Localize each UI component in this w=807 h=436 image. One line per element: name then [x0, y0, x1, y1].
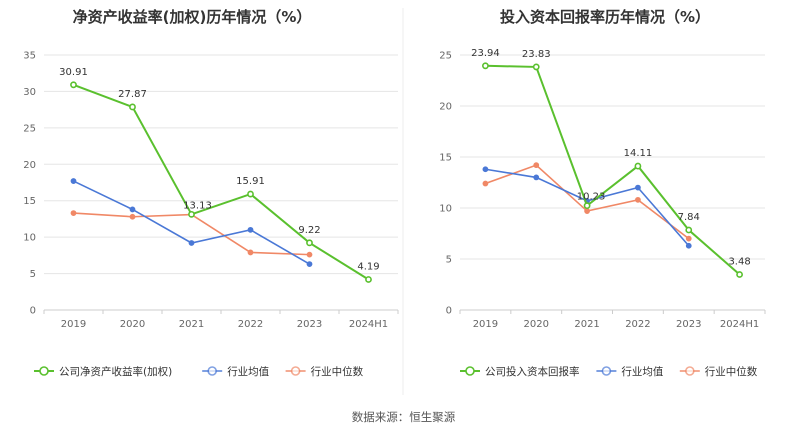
data-label: 30.91: [59, 67, 88, 78]
data-label: 13.13: [183, 200, 212, 211]
data-point-industry_avg: [533, 174, 540, 181]
y-tick-label: 20: [439, 102, 452, 113]
legend-item-company: 公司净资产收益率(加权): [34, 365, 172, 378]
data-point-industry_avg: [247, 226, 254, 233]
data-label: 15.91: [236, 176, 265, 187]
chart-2: 投入资本回报率历年情况（%） 0 5 10 15 20 25 2019 2020 2021 2022…: [439, 8, 766, 378]
y-tick-label: 25: [23, 123, 36, 134]
data-label: 4.19: [357, 261, 379, 272]
y-tick-label: 35: [23, 51, 36, 62]
series-line-industry_median: [73, 212, 310, 256]
data-point-company: [634, 162, 642, 170]
y-tick-label: 0: [446, 306, 452, 317]
y-tick-label: 10: [23, 233, 36, 244]
data-point-industry_median: [482, 180, 489, 187]
data-point-industry_median: [685, 235, 692, 242]
x-tick-label: 2023: [297, 319, 322, 330]
data-label: 23.83: [522, 49, 551, 60]
data-label: 27.87: [118, 89, 147, 100]
data-point-industry_avg: [188, 240, 195, 246]
data-point-industry_median: [70, 210, 77, 217]
y-tick-label: 20: [23, 160, 36, 171]
x-tick-label: 2019: [61, 319, 86, 330]
y-tick-label: 15: [439, 153, 452, 164]
legend-swatch-marker: [601, 366, 612, 376]
legend-swatch-marker: [465, 366, 475, 376]
data-point-company: [306, 239, 313, 247]
data-point-industry_avg: [306, 261, 313, 268]
y-tick-label: 5: [446, 255, 452, 266]
x-tick-label: 2024H1: [349, 319, 388, 330]
legend-label: 行业均值: [227, 365, 269, 378]
legend-item-company: 公司投入资本回报率: [460, 365, 580, 378]
data-point-industry_median: [129, 213, 136, 220]
legend-item-industry_median: 行业中位数: [679, 365, 758, 378]
series-line-industry_avg: [73, 180, 310, 265]
legend-label: 行业中位数: [705, 365, 758, 378]
source-note: 数据来源：恒生聚源: [351, 410, 456, 424]
chart-title: 净资产收益率(加权)历年情况（%）: [73, 8, 312, 26]
data-point-company: [129, 103, 136, 111]
data-point-industry_avg: [635, 184, 641, 191]
legend-label: 行业中位数: [311, 365, 364, 378]
chart-1: 净资产收益率(加权)历年情况（%） 0 5 10 15 20 25 30 35 2019 2020 2…: [23, 8, 399, 378]
data-point-industry_avg: [70, 178, 77, 184]
data-point-company: [736, 271, 743, 278]
data-point-industry_avg: [129, 206, 136, 213]
legend-label: 公司投入资本回报率: [485, 365, 580, 378]
y-tick-label: 10: [439, 204, 452, 215]
y-tick-label: 25: [439, 51, 452, 62]
x-tick-label: 2020: [524, 319, 549, 330]
data-point-industry_median: [306, 251, 313, 258]
data-point-industry_avg: [685, 242, 692, 249]
x-tick-label: 2024H1: [720, 319, 759, 330]
x-tick-label: 2022: [625, 319, 650, 330]
x-tick-label: 2021: [574, 319, 599, 330]
data-point-company: [188, 210, 195, 218]
data-point-company: [70, 81, 77, 89]
y-tick-label: 15: [23, 196, 36, 207]
legend-swatch-marker: [207, 366, 217, 376]
data-label: 10.23: [577, 192, 606, 203]
data-label: 14.11: [624, 148, 653, 159]
y-tick-label: 30: [23, 87, 36, 98]
x-tick-label: 2019: [473, 319, 498, 330]
data-point-industry_median: [533, 162, 540, 169]
legend-swatch-marker: [684, 366, 695, 376]
chart-title: 投入资本回报率历年情况（%）: [500, 8, 710, 26]
legend-label: 行业均值: [621, 365, 663, 378]
data-point-industry_median: [247, 249, 254, 256]
data-point-company: [532, 63, 540, 71]
legend-label: 公司净资产收益率(加权): [59, 365, 172, 378]
data-label: 7.84: [678, 212, 700, 223]
legend-item-industry_avg: 行业均值: [596, 365, 664, 378]
data-point-company: [583, 202, 591, 210]
data-point-company: [482, 62, 489, 70]
series-line-company: [73, 83, 370, 281]
y-tick-label: 5: [30, 269, 36, 280]
data-label: 9.22: [298, 225, 320, 236]
legend-item-industry_avg: 行业均值: [202, 365, 270, 378]
x-tick-label: 2023: [676, 319, 701, 330]
x-tick-label: 2022: [238, 319, 263, 330]
series-line-company: [485, 64, 741, 276]
data-point-industry_median: [584, 208, 590, 214]
y-tick-label: 0: [30, 306, 36, 317]
legend-swatch-marker: [39, 366, 49, 376]
data-point-industry_avg: [482, 166, 489, 173]
legend-swatch-marker: [290, 366, 301, 376]
legend-item-industry_median: 行业中位数: [285, 365, 364, 378]
data-point-company: [247, 190, 254, 198]
data-point-company: [365, 276, 372, 283]
data-point-company: [685, 226, 693, 234]
data-point-industry_median: [635, 196, 641, 203]
x-tick-label: 2021: [179, 319, 204, 330]
x-tick-label: 2020: [120, 319, 145, 330]
data-label: 23.94: [471, 48, 500, 59]
data-label: 3.48: [728, 257, 750, 268]
